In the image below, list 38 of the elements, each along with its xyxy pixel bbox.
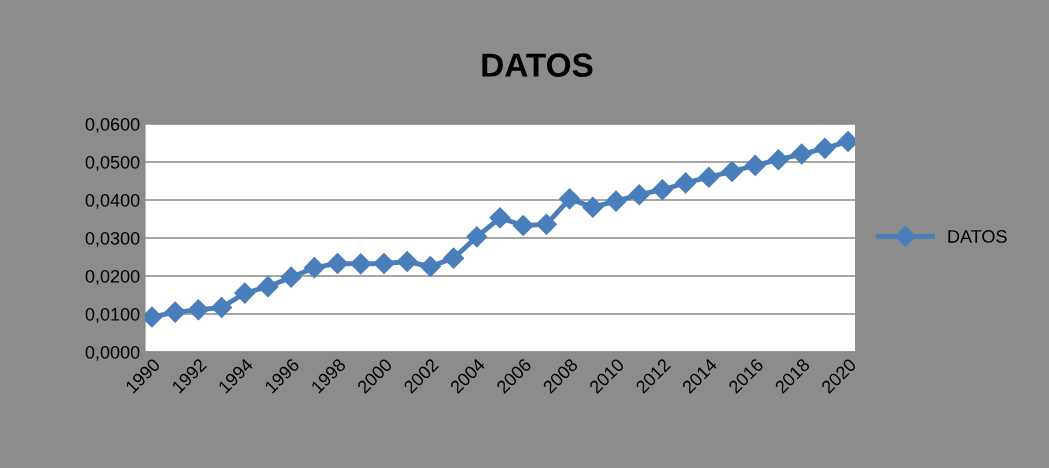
point xyxy=(396,251,418,273)
point xyxy=(280,266,302,288)
point xyxy=(419,255,441,278)
y-tick-label: 0,0600 xyxy=(85,117,140,133)
point xyxy=(582,196,604,218)
point xyxy=(559,188,581,210)
point xyxy=(350,253,372,275)
point xyxy=(234,282,256,304)
y-tick-label: 0,0000 xyxy=(85,345,140,361)
point xyxy=(327,252,349,274)
point xyxy=(257,276,279,298)
point xyxy=(744,154,766,176)
legend-label: DATOS xyxy=(948,230,1007,243)
y-tick-label: 0,0500 xyxy=(85,155,140,171)
point xyxy=(443,247,465,269)
point xyxy=(791,143,813,165)
point xyxy=(628,184,650,206)
point xyxy=(466,226,488,248)
y-tick-label: 0,0300 xyxy=(85,231,140,247)
y-tick-label: 0,0400 xyxy=(85,193,140,209)
chart-title: DATOS xyxy=(482,53,593,77)
point xyxy=(814,137,836,159)
point xyxy=(489,207,511,229)
point xyxy=(303,257,325,279)
point xyxy=(767,149,789,171)
point xyxy=(698,166,720,188)
point xyxy=(651,179,673,201)
point xyxy=(373,252,395,274)
point xyxy=(211,297,233,319)
point xyxy=(535,213,557,235)
point xyxy=(721,160,743,183)
point xyxy=(187,299,209,321)
point xyxy=(605,190,627,212)
y-tick-label: 0,0200 xyxy=(85,269,140,285)
point xyxy=(512,214,534,236)
point xyxy=(675,172,697,194)
y-tick-label: 0,0100 xyxy=(85,307,140,323)
point xyxy=(164,301,186,323)
